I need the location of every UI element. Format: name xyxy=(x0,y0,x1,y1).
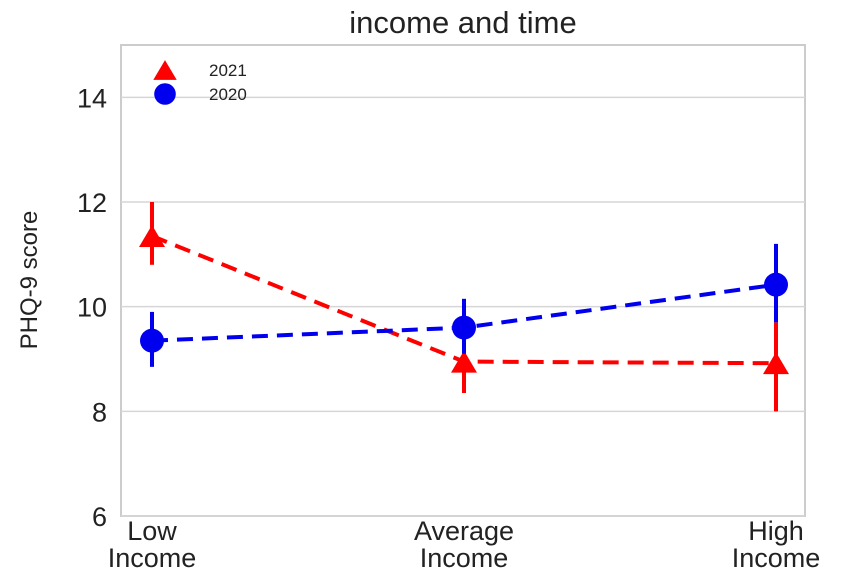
y-axis: 6 8 10 12 14 xyxy=(77,83,107,532)
y-tick-label: 8 xyxy=(92,397,107,427)
data-point-2020 xyxy=(764,272,788,297)
data-point-2021 xyxy=(139,225,165,248)
x-tick-label: Low xyxy=(127,516,177,546)
legend: 2021 2020 xyxy=(153,60,247,105)
x-tick-label: Income xyxy=(732,543,821,573)
data-point-2021 xyxy=(451,350,477,373)
legend-label: 2020 xyxy=(209,85,247,104)
legend-label: 2021 xyxy=(209,61,247,80)
x-tick-label: Income xyxy=(108,543,197,573)
y-axis-label: PHQ-9 score xyxy=(16,211,43,350)
y-tick-label: 14 xyxy=(77,83,107,113)
legend-marker-2020 xyxy=(154,83,176,105)
plot-area xyxy=(120,44,806,517)
x-tick-label: Income xyxy=(420,543,509,573)
legend-marker-2021 xyxy=(153,60,177,80)
data-point-2020 xyxy=(140,328,164,353)
y-tick-label: 12 xyxy=(77,188,107,218)
data-point-2021 xyxy=(763,352,789,375)
x-tick-label: High xyxy=(748,516,804,546)
data-point-2020 xyxy=(452,315,476,340)
series-layer xyxy=(139,202,789,412)
x-tick-label: Average xyxy=(414,516,514,546)
y-tick-label: 10 xyxy=(77,293,107,323)
chart-title: income and time xyxy=(349,5,576,40)
y-tick-label: 6 xyxy=(92,502,107,532)
